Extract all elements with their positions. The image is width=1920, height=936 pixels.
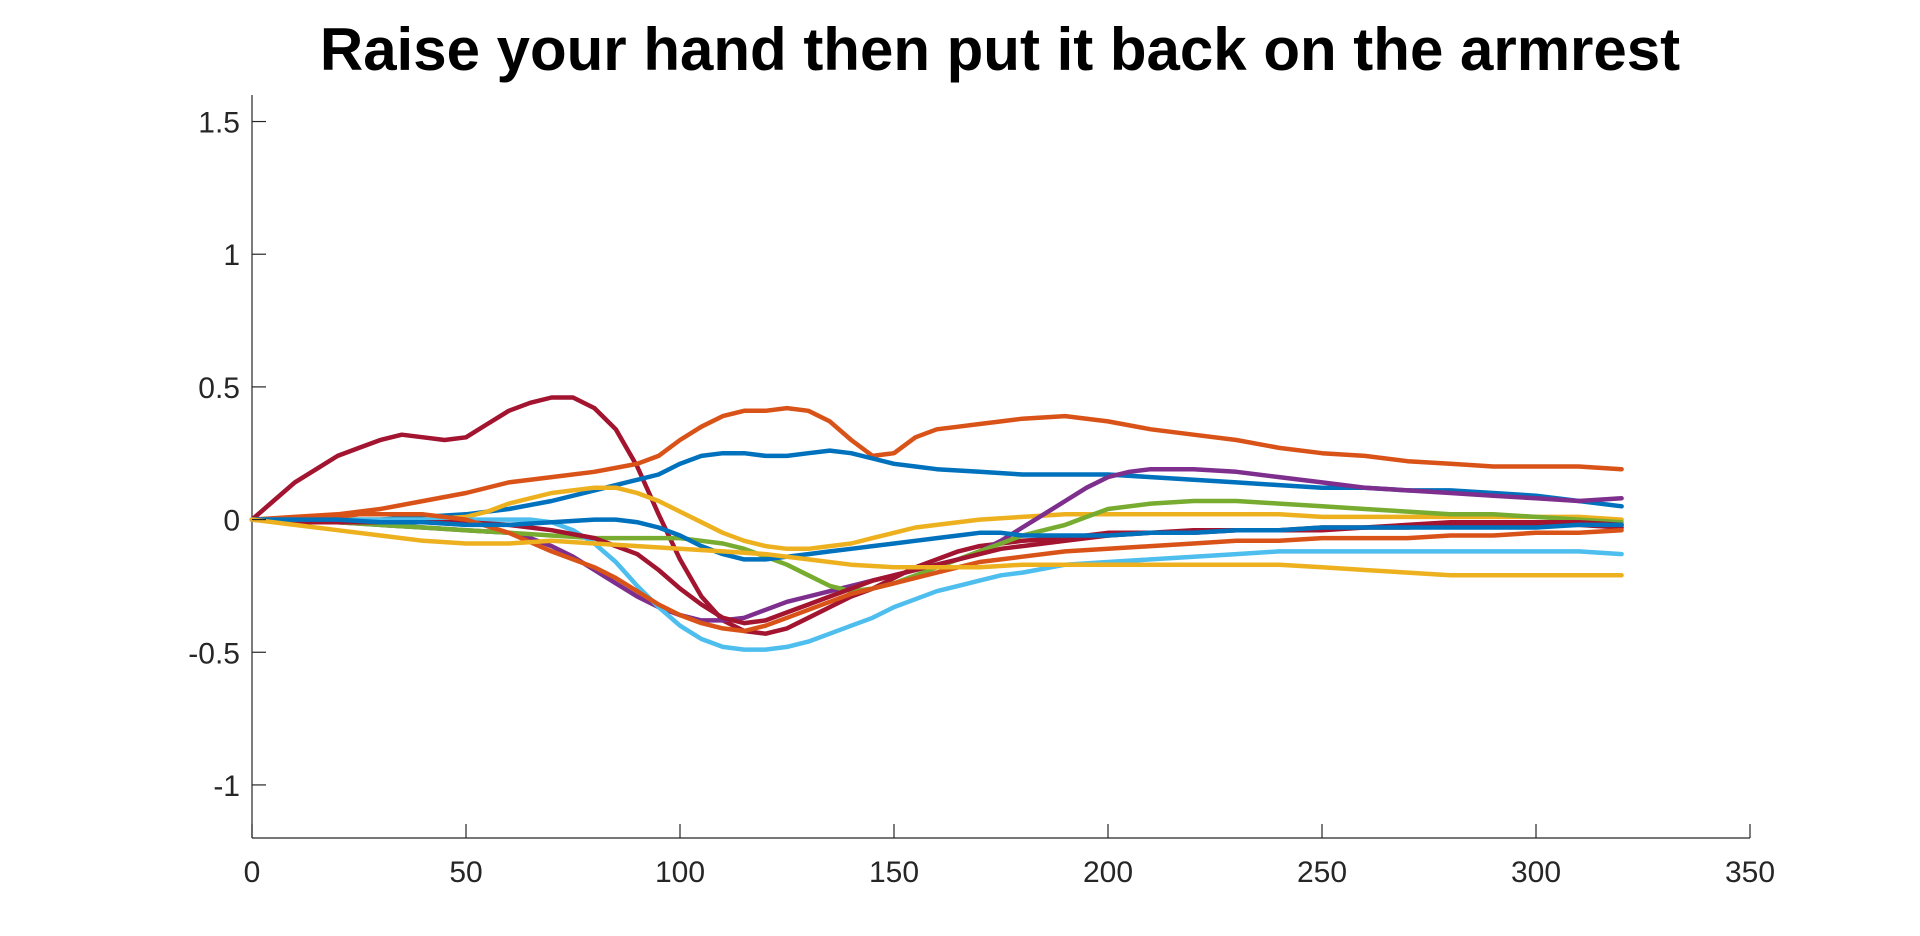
x-axis-ticks: 0 50 100 150 200 250 300 350 <box>244 824 1775 889</box>
x-tick-label: 200 <box>1083 856 1133 889</box>
x-tick-label: 250 <box>1297 856 1347 889</box>
y-tick-label: -0.5 <box>188 637 240 670</box>
series-line-10 <box>249 517 1624 562</box>
series-line-3 <box>249 448 1624 522</box>
series-line-2 <box>249 405 1624 522</box>
series-line-6 <box>249 498 1624 594</box>
y-axis-ticks: -1 -0.5 0 0.5 1 1.5 <box>188 107 266 803</box>
chart-title: Raise your hand then put it back on the … <box>320 16 1680 83</box>
x-tick-label: 150 <box>869 856 919 889</box>
series-line-4 <box>249 485 1624 552</box>
series-line-11 <box>249 517 1624 578</box>
x-tick-label: 0 <box>244 856 261 889</box>
x-tick-label: 300 <box>1511 856 1561 889</box>
y-tick-label: 0 <box>223 505 240 538</box>
axes <box>251 95 1750 839</box>
y-tick-label: 1.5 <box>198 107 240 140</box>
x-tick-label: 100 <box>655 856 705 889</box>
y-tick-label: -1 <box>213 770 240 803</box>
x-tick-label: 50 <box>449 856 482 889</box>
series-line-9 <box>249 512 1624 634</box>
y-tick-label: 1 <box>223 239 240 272</box>
series-line-7 <box>249 517 1624 652</box>
x-tick-label: 350 <box>1725 856 1775 889</box>
plot-series <box>249 395 1624 652</box>
y-tick-label: 0.5 <box>198 372 240 405</box>
